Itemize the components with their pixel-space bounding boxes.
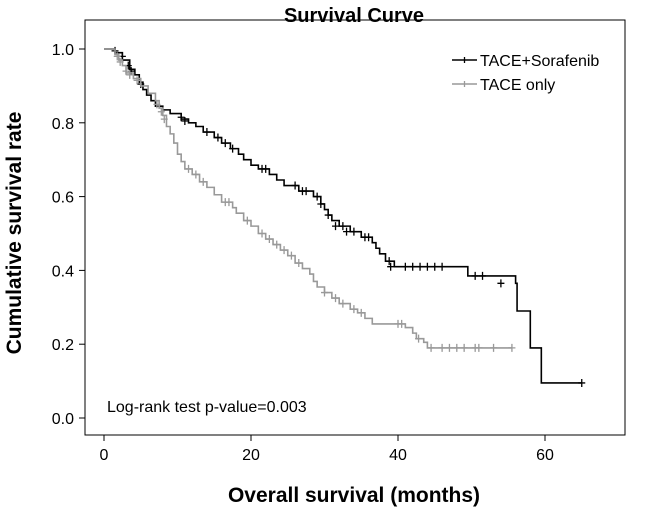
censor-mark: [133, 76, 141, 85]
censor-mark: [317, 199, 325, 208]
censor-mark: [387, 262, 395, 271]
censor-mark: [160, 115, 168, 124]
censor-mark: [343, 227, 351, 236]
censor-mark: [339, 222, 347, 231]
censor-mark: [490, 343, 498, 352]
censor-mark: [203, 128, 211, 137]
censor-mark: [313, 192, 321, 201]
censor-mark: [357, 308, 365, 317]
y-tick-label: 0.2: [52, 337, 74, 354]
censor-mark: [350, 305, 358, 314]
censor-mark: [438, 343, 446, 352]
survival-step-line: [104, 48, 512, 349]
censor-mark: [427, 343, 435, 352]
legend-label: TACE only: [480, 77, 555, 94]
censor-mark: [332, 294, 340, 303]
censor-mark: [229, 144, 237, 153]
plot-frame: [84, 19, 626, 436]
censor-mark: [291, 181, 299, 190]
censor-mark: [460, 343, 468, 352]
censor-mark: [126, 70, 134, 79]
series-tace-only: [104, 48, 516, 352]
censor-mark: [157, 107, 165, 116]
censor-mark: [192, 170, 200, 179]
legend-label: TACE+Sorafenib: [480, 53, 599, 70]
censor-mark: [214, 133, 222, 142]
censor-mark: [258, 229, 266, 238]
legend-item-tace-only: TACE only: [452, 77, 555, 94]
censor-mark: [365, 233, 373, 242]
censor-mark: [324, 211, 332, 220]
censor-mark: [401, 262, 409, 271]
censor-mark: [423, 262, 431, 271]
censor-mark: [280, 246, 288, 255]
censor-mark: [243, 216, 251, 225]
censor-mark: [332, 222, 340, 231]
censor-mark: [350, 227, 358, 236]
censor-mark: [199, 177, 207, 186]
censor-mark: [497, 279, 505, 288]
censor-mark: [273, 240, 281, 249]
censor-mark: [453, 343, 461, 352]
censor-mark: [479, 271, 487, 280]
censor-mark: [302, 187, 310, 196]
y-tick-label: 0.0: [52, 411, 74, 428]
log-rank-annotation: Log-rank test p-value=0.003: [107, 399, 307, 416]
censor-mark: [262, 164, 270, 173]
censor-mark: [113, 52, 121, 61]
censor-mark: [295, 259, 303, 268]
censor-mark: [471, 271, 479, 280]
x-tick-label: 60: [536, 447, 554, 464]
x-tick-label: 0: [100, 447, 109, 464]
survival-step-line: [104, 48, 582, 384]
censor-mark: [416, 262, 424, 271]
censor-mark: [177, 113, 185, 122]
censor-mark: [578, 378, 586, 387]
axes: 0 20 40 60 0.0 0.2 0.4 0.6 0.8 1.0: [52, 42, 554, 464]
legend: TACE+Sorafenib TACE only: [452, 53, 599, 94]
censor-mark: [225, 198, 233, 207]
censor-mark: [415, 334, 423, 343]
x-tick-label: 40: [389, 447, 407, 464]
y-tick-label: 0.8: [52, 116, 74, 133]
censor-mark: [339, 299, 347, 308]
censor-mark: [438, 262, 446, 271]
censor-mark: [445, 343, 453, 352]
y-axis-label: Cumulative survival rate: [3, 112, 26, 355]
series-layer: [104, 46, 586, 387]
censor-mark: [185, 164, 193, 173]
censor-mark: [321, 288, 328, 297]
censor-mark: [153, 100, 161, 109]
censor-mark: [265, 235, 273, 244]
y-tick-label: 0.4: [52, 263, 74, 280]
censor-mark: [116, 57, 124, 66]
censor-mark: [508, 343, 516, 352]
legend-item-tace-sorafenib: TACE+Sorafenib: [452, 53, 599, 70]
censor-mark: [431, 262, 439, 271]
y-tick-label: 1.0: [52, 42, 74, 59]
censor-mark: [475, 343, 483, 352]
censor-mark: [398, 319, 406, 328]
series-tace-sorafenib: [104, 46, 586, 387]
x-axis-label: Overall survival (months): [228, 484, 480, 507]
y-tick-label: 0.6: [52, 190, 74, 207]
censor-mark: [287, 251, 295, 260]
censor-mark: [181, 116, 189, 125]
censor-mark: [221, 139, 229, 148]
censor-mark: [385, 257, 393, 266]
censor-mark: [122, 67, 130, 76]
x-tick-label: 20: [242, 447, 260, 464]
chart-title: Survival Curve: [284, 5, 424, 27]
censor-mark: [409, 262, 417, 271]
